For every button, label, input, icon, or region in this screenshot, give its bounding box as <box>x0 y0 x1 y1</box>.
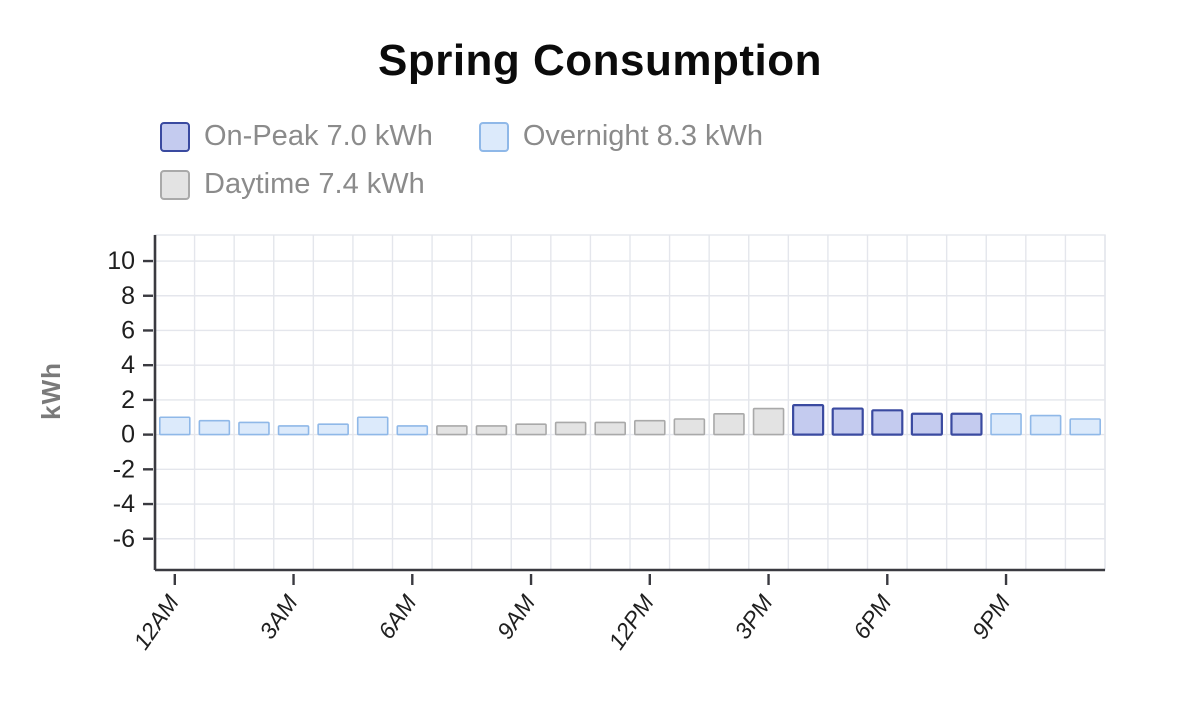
y-tick-label: 4 <box>121 351 135 379</box>
bar-10PM <box>1029 414 1062 436</box>
grid-lines <box>154 234 1106 571</box>
y-tick-label: 6 <box>121 316 135 344</box>
x-tick-label: 9AM <box>492 589 541 643</box>
bar-4AM <box>317 423 349 436</box>
legend: On-Peak 7.0 kWh Overnight 8.3 kWh Daytim… <box>160 120 763 216</box>
bar-9AM <box>515 423 547 436</box>
legend-row-1: On-Peak 7.0 kWh Overnight 8.3 kWh <box>160 120 763 153</box>
daytime-label: Daytime 7.4 kWh <box>204 168 425 200</box>
y-tick-label: 0 <box>121 421 135 449</box>
bar-1PM <box>673 418 706 436</box>
x-tick-label: 6AM <box>373 589 422 643</box>
tick-marks <box>143 259 1008 585</box>
overnight-label: Overnight 8.3 kWh <box>522 120 764 152</box>
legend-item-on-peak: On-Peak 7.0 kWh <box>160 120 433 153</box>
bar-6PM <box>871 409 904 436</box>
chart-title: Spring Consumption <box>377 36 823 85</box>
x-tick-label: 9PM <box>967 589 1016 643</box>
bar-2PM <box>713 412 745 436</box>
bar-3AM <box>277 425 310 436</box>
x-tick-label: 3PM <box>729 589 778 643</box>
bar-5PM <box>831 407 864 436</box>
legend-item-overnight: Overnight 8.3 kWh <box>478 120 764 153</box>
bar-11PM <box>1069 418 1102 436</box>
y-tick-label: 2 <box>121 386 135 414</box>
x-tick-label: 3AM <box>254 589 303 643</box>
bar-4PM <box>792 404 825 436</box>
bar-12AM <box>158 416 191 436</box>
x-tick-label: 6PM <box>848 589 897 643</box>
bar-1AM <box>198 419 231 436</box>
bar-6AM <box>396 425 429 436</box>
bar-3PM <box>752 407 785 436</box>
legend-item-daytime: Daytime 7.4 kWh <box>160 168 425 201</box>
overnight-swatch-icon <box>478 121 509 152</box>
y-tick-label: -2 <box>113 455 135 483</box>
daytime-swatch-icon <box>160 169 190 200</box>
bars <box>158 404 1102 436</box>
y-tick-label: -6 <box>113 525 135 553</box>
bar-8PM <box>950 412 983 436</box>
y-tick-label: 8 <box>121 282 135 310</box>
on-peak-label: On-Peak 7.0 kWh <box>204 120 433 152</box>
tick-labels: 10 8 6 4 2 0 -2 -4 -6 12AM 3AM 6AM 9AM 12PM 3PM 6PM 9PM <box>107 247 1015 654</box>
bar-10AM <box>554 421 587 436</box>
y-tick-label: 10 <box>107 247 135 275</box>
x-tick-label: 12AM <box>128 589 184 654</box>
bar-11AM <box>594 421 627 436</box>
axes <box>153 235 1105 572</box>
legend-row-2: Daytime 7.4 kWh <box>160 168 763 201</box>
on-peak-swatch-icon <box>160 121 190 152</box>
bar-9PM <box>990 412 1022 436</box>
bar-2AM <box>238 421 270 436</box>
bar-7PM <box>910 412 943 436</box>
x-tick-label: 12PM <box>603 589 659 654</box>
y-tick-label: -4 <box>113 490 135 518</box>
bar-7AM <box>436 425 468 436</box>
bar-12PM <box>633 419 666 436</box>
bar-8AM <box>475 425 508 436</box>
consumption-bar-chart: 10 8 6 4 2 0 -2 -4 -6 12AM 3AM 6AM 9AM 12PM 3PM 6PM 9PM <box>107 234 1106 654</box>
bar-5AM <box>356 416 389 436</box>
